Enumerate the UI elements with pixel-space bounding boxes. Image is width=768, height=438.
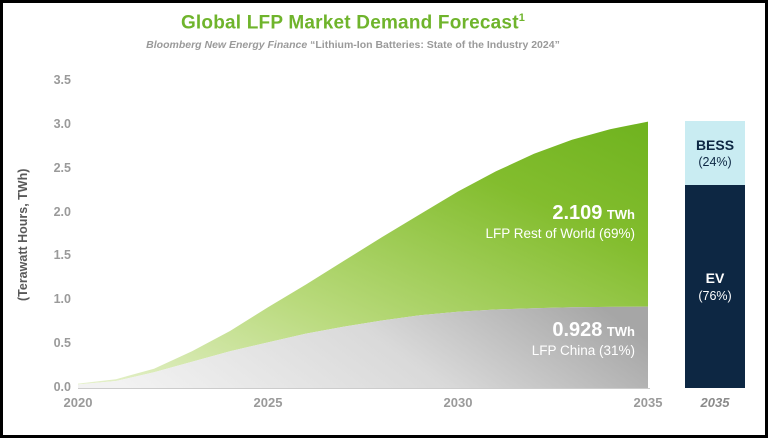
x-tick-label: 2020 [63,395,93,410]
bess-segment-pct: (24%) [698,155,732,169]
ev-segment-pct: (76%) [698,288,732,303]
china-label: LFP China (31%) [531,343,635,358]
y-tick-label: 0.5 [53,336,71,351]
china-unit: TWh [606,324,635,339]
x-tick-label: 2030 [443,395,473,410]
subtitle-source: Bloomberg New Energy Finance [146,39,308,51]
annotation-rest-of-world: 2.109 TWh LFP Rest of World (69%) [485,201,635,243]
x-axis-line [78,388,650,389]
page-title-text: Global LFP Market Demand Forecast [180,12,519,34]
annotation-china: 0.928 TWh LFP China (31%) [532,318,635,360]
chart-subtitle: Bloomberg New Energy Finance “Lithium-Io… [3,39,703,51]
area-rest-of-world [78,121,648,385]
area-china [78,306,648,388]
china-value: 0.928 [552,319,603,341]
y-axis-label: (Terawatt Hours, TWh) [16,168,30,301]
y-tick-label: 1.5 [53,248,71,263]
bar-segment: BESS (24%) [685,121,745,186]
row-value: 2.109 [552,202,603,224]
y-tick-label: 1.0 [53,292,71,307]
subtitle-report: “Lithium-Ion Batteries: State of the Ind… [310,39,560,51]
row-unit: TWh [606,207,635,222]
stacked-bar-2035: BESS (24%) EV (76%) [685,121,745,388]
bess-segment-label: BESS [695,136,735,153]
page-title: Global LFP Market Demand Forecast1 [3,12,703,34]
ev-segment-label: EV [705,270,725,287]
y-tick-label: 0.0 [53,380,71,394]
row-label: LFP Rest of World (69%) [485,226,635,241]
y-tick-label: 3.5 [53,73,71,87]
title-footnote-marker: 1 [518,12,526,24]
y-tick-label: 2.5 [53,160,71,175]
area-chart-svg [78,121,648,388]
x-tick-label: 2035 [633,395,663,410]
bar-segment: EV (76%) [685,185,745,388]
y-tick-label: 2.0 [53,204,71,219]
x-tick-label: 2025 [253,395,283,410]
bar-year-label: 2035 [700,395,730,410]
y-tick-label: 3.0 [53,116,71,131]
